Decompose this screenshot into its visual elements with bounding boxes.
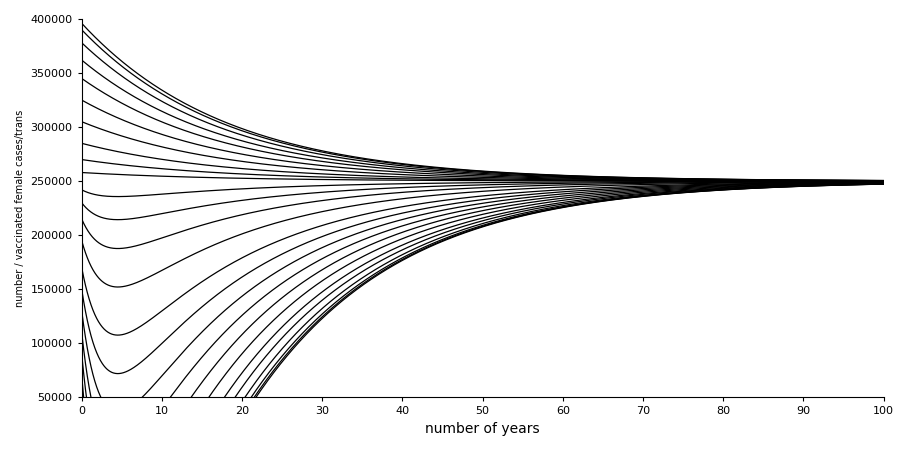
X-axis label: number of years: number of years (425, 422, 540, 436)
Y-axis label: number / vaccinated female cases/trans: number / vaccinated female cases/trans (15, 110, 25, 307)
